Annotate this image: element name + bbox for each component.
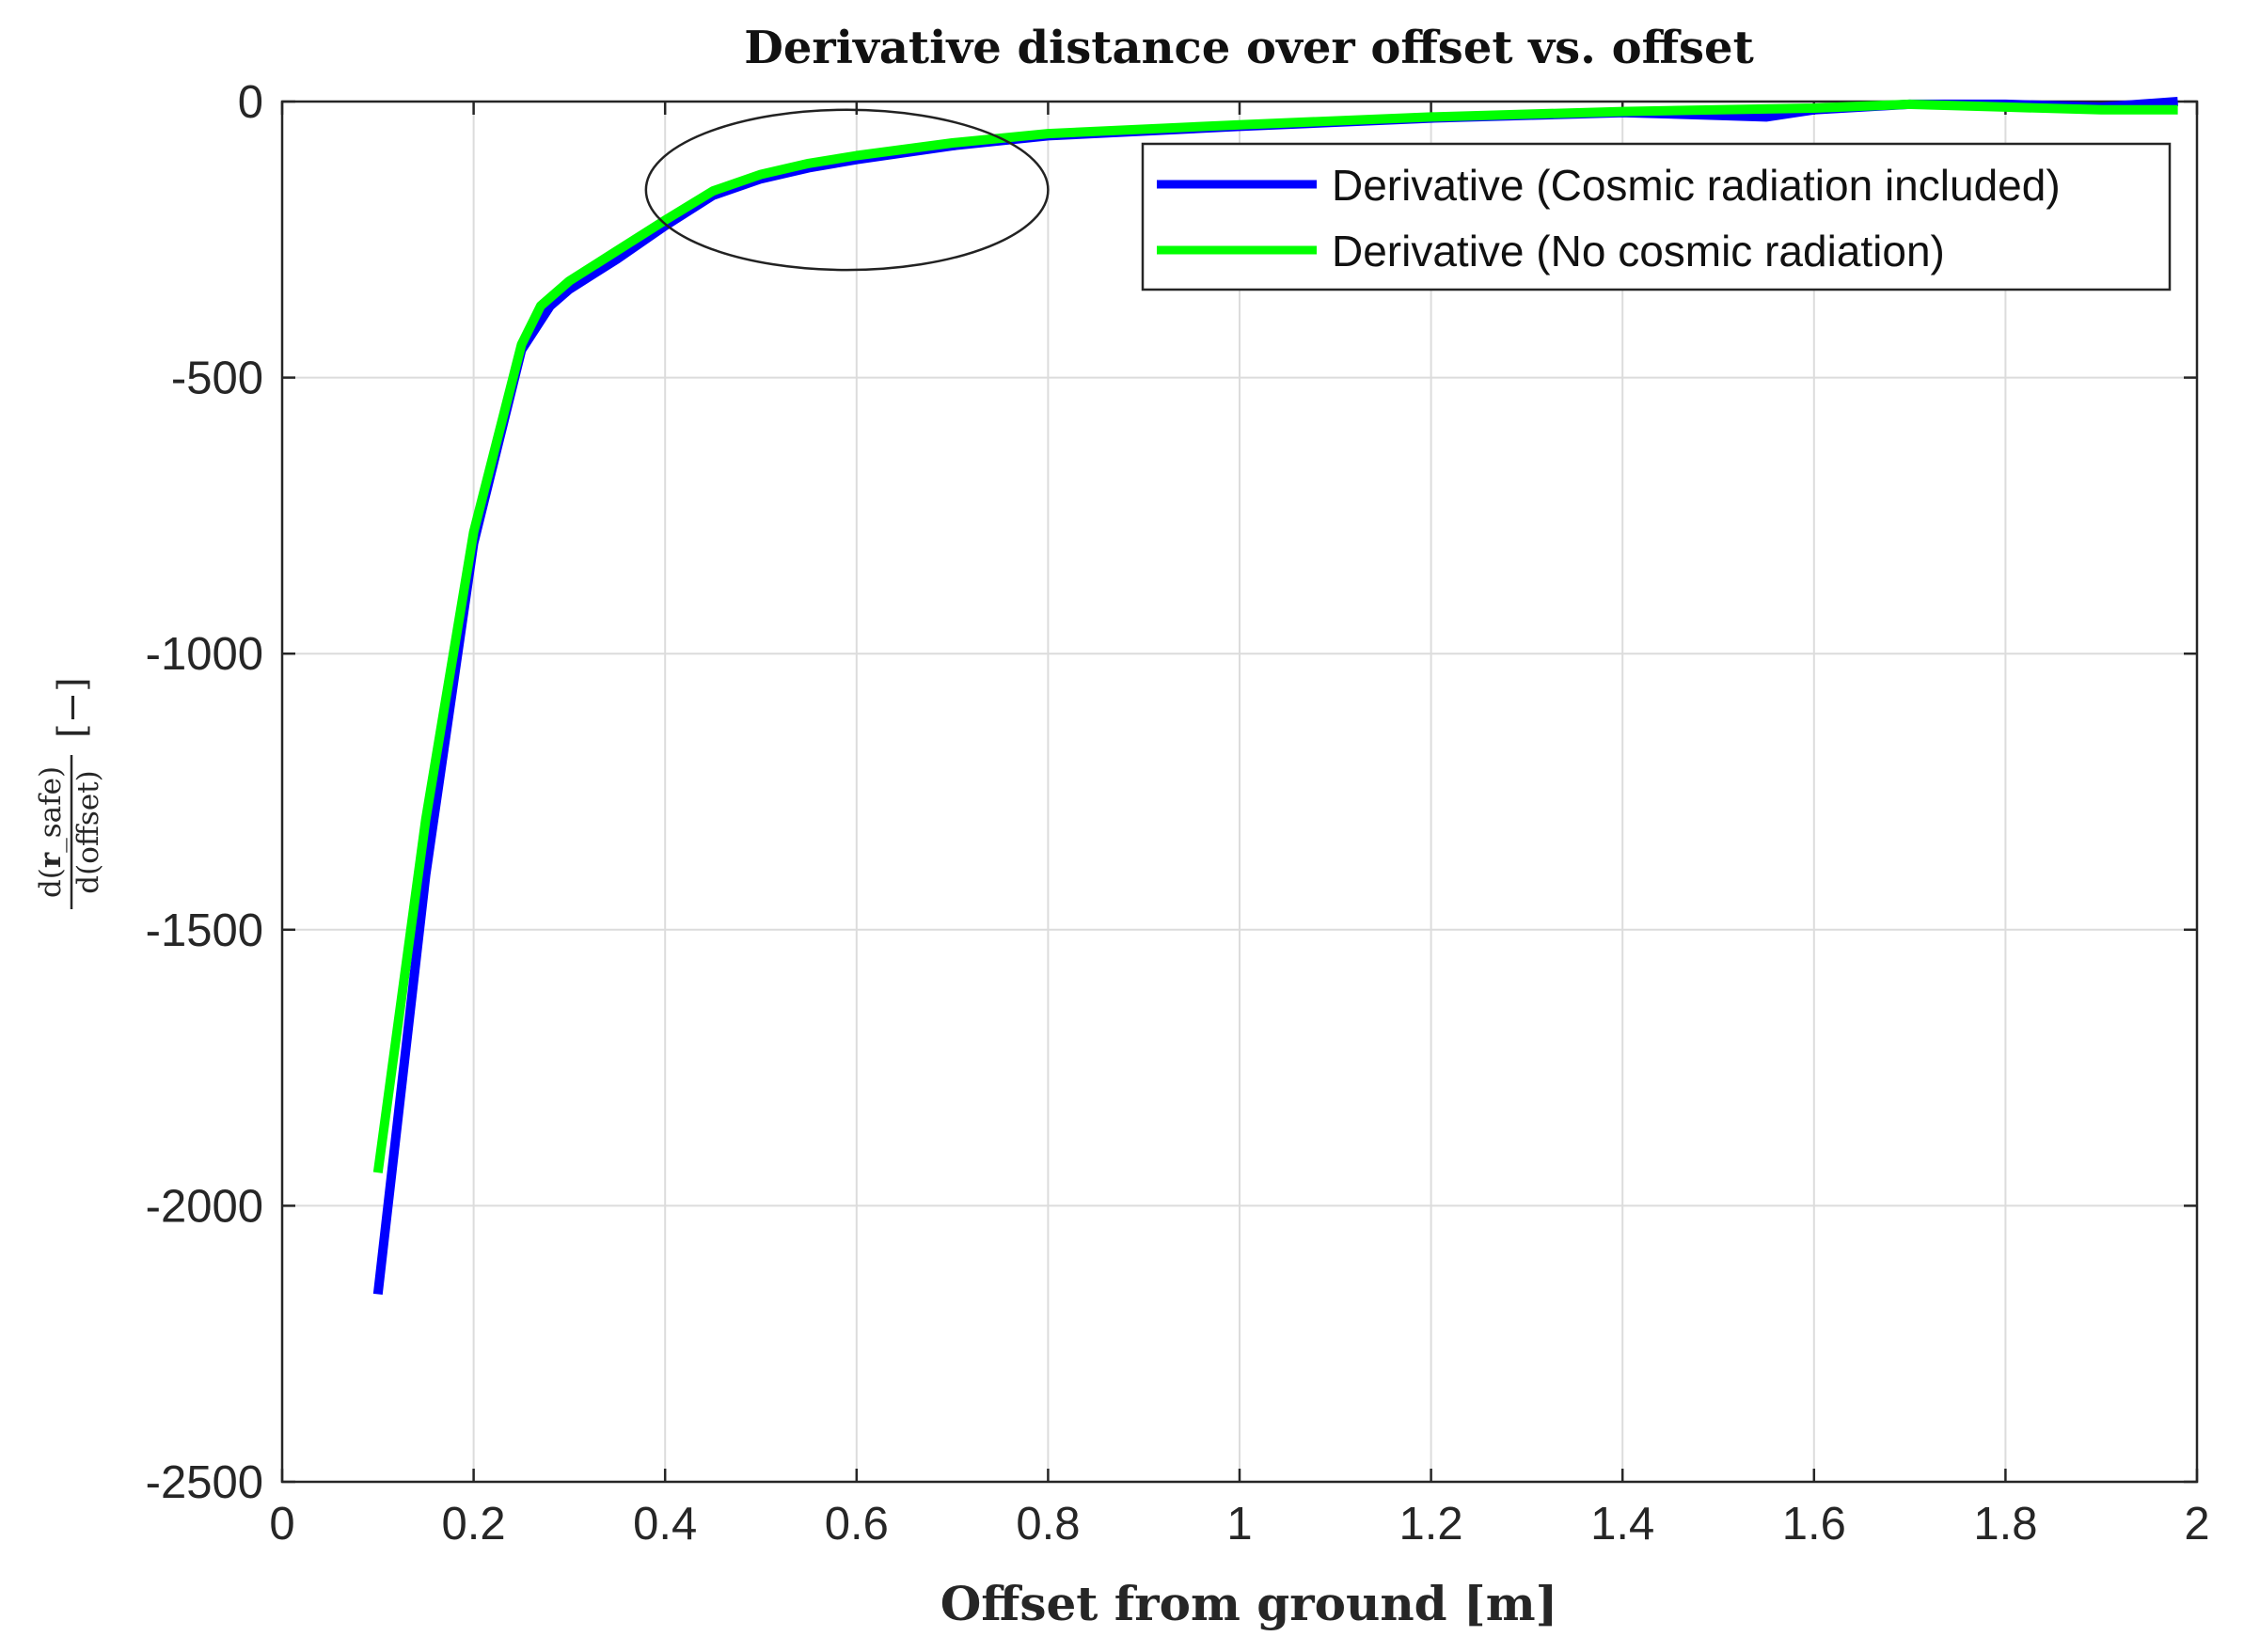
x-tick-label: 1.8 xyxy=(1973,1499,2037,1550)
highlight-ellipse xyxy=(644,108,1050,272)
y-axis-label-unit: [−] xyxy=(51,677,94,738)
y-tick-label: -500 xyxy=(171,354,263,404)
legend-box xyxy=(1141,142,2172,291)
x-tick-label: 1.6 xyxy=(1782,1499,1846,1550)
x-tick-label: 1.2 xyxy=(1399,1499,1463,1550)
x-tick-label: 0.6 xyxy=(825,1499,889,1550)
x-tick-label: 0.8 xyxy=(1016,1499,1080,1550)
legend: Derivative (Cosmic radiation included) D… xyxy=(1141,142,2172,291)
grid xyxy=(281,101,2198,1483)
y-axis-label-denominator: d(offset) xyxy=(71,770,105,893)
x-tick-label: 0 xyxy=(269,1499,294,1550)
x-tick-labels: 0 0.2 0.4 0.6 0.8 1 1.2 1.4 1.6 1.8 2 xyxy=(269,1499,2209,1550)
x-tick-label: 1.4 xyxy=(1590,1499,1654,1550)
x-axis-label: Offset from ground [m] xyxy=(940,1576,1558,1631)
chart-title: Derivative distance over offset vs. offs… xyxy=(744,22,1753,74)
y-tick-label: -1000 xyxy=(146,629,263,680)
x-tick-label: 0.2 xyxy=(442,1499,506,1550)
series-line-no-cosmic xyxy=(372,99,2178,1173)
y-tick-label: 0 xyxy=(238,77,263,128)
series-group xyxy=(372,97,2178,1295)
annotations xyxy=(644,108,1050,272)
y-tick-labels: 0 -500 -1000 -1500 -2000 -2500 xyxy=(146,77,263,1508)
y-axis-label-numerator: d(r_safe) xyxy=(34,766,68,898)
y-tick-label: -1500 xyxy=(146,905,263,956)
legend-label-no-cosmic: Derivative (No cosmic radiation) xyxy=(1332,227,1945,275)
y-tick-label: -2500 xyxy=(146,1457,263,1508)
y-axis-label: d(r_safe) d(offset) [−] xyxy=(34,677,105,909)
x-tick-label: 2 xyxy=(2184,1499,2209,1550)
x-tick-label: 0.4 xyxy=(633,1499,697,1550)
x-tick-label: 1 xyxy=(1226,1499,1252,1550)
y-tick-label: -2000 xyxy=(146,1181,263,1232)
legend-label-cosmic: Derivative (Cosmic radiation included) xyxy=(1332,161,2061,210)
